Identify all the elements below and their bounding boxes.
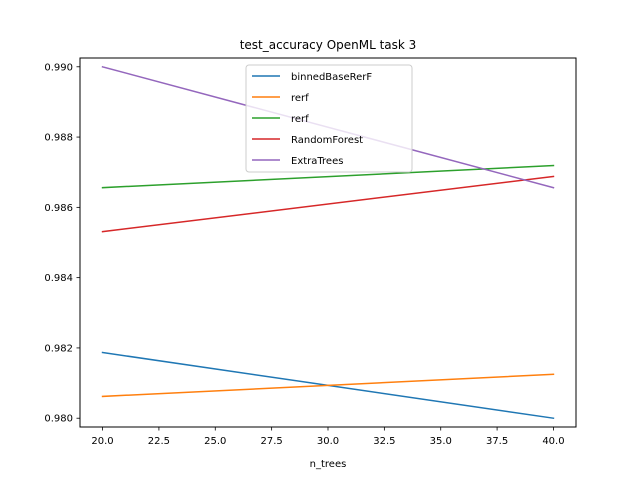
x-tick-label: 30.0 bbox=[317, 436, 339, 447]
y-tick-label: 0.986 bbox=[44, 203, 73, 214]
legend: binnedBaseRerF rerf rerf RandomForest ExtraT… bbox=[245, 64, 413, 173]
x-tick-label: 37.5 bbox=[486, 436, 508, 447]
legend-label-3: RandomForest bbox=[291, 135, 363, 146]
y-tick-label: 0.990 bbox=[44, 62, 73, 73]
legend-label-0: binnedBaseRerF bbox=[291, 72, 372, 83]
x-axis-label: n_trees bbox=[310, 459, 347, 470]
legend-label-1: rerf bbox=[291, 93, 309, 104]
legend-label-2: rerf bbox=[291, 114, 309, 125]
y-tick-label: 0.982 bbox=[44, 343, 73, 354]
x-tick-label: 35.0 bbox=[430, 436, 452, 447]
x-axis-ticks: 20.0 22.5 25.0 27.5 30.0 32.5 35.0 37.5 40.0 bbox=[91, 427, 565, 447]
series-line-1 bbox=[101, 373, 555, 398]
series-line-2 bbox=[101, 164, 555, 189]
series-line-3 bbox=[101, 175, 555, 233]
x-tick-label: 25.0 bbox=[204, 436, 226, 447]
x-tick-label: 27.5 bbox=[261, 436, 283, 447]
series-layer bbox=[101, 65, 555, 420]
legend-label-4: ExtraTrees bbox=[291, 156, 343, 167]
y-axis-ticks: 0.980 0.982 0.984 0.986 0.988 0.990 bbox=[44, 62, 80, 425]
y-tick-label: 0.980 bbox=[44, 414, 73, 425]
legend-frame bbox=[245, 64, 413, 173]
x-tick-label: 40.0 bbox=[542, 436, 564, 447]
x-tick-label: 32.5 bbox=[373, 436, 395, 447]
y-tick-label: 0.984 bbox=[44, 273, 73, 284]
x-tick-label: 22.5 bbox=[148, 436, 170, 447]
x-tick-label: 20.0 bbox=[91, 436, 113, 447]
y-tick-label: 0.988 bbox=[44, 133, 73, 144]
chart-title: test_accuracy OpenML task 3 bbox=[240, 38, 417, 52]
